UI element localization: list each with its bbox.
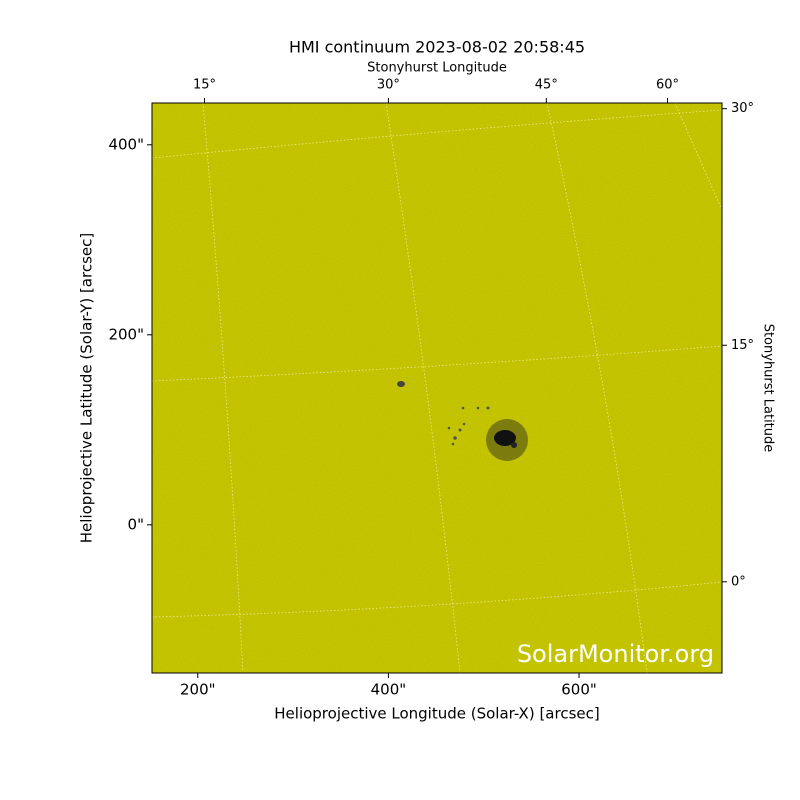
grid-line: [674, 103, 722, 211]
sunspot-umbra: [511, 442, 517, 448]
x-tick-label: 600": [561, 681, 597, 699]
x-axis-label: Helioprojective Longitude (Solar-X) [arc…: [274, 705, 599, 723]
x2-tick-label: 15°: [193, 78, 216, 93]
y2-tick-label: 15°: [731, 338, 754, 353]
y2-tick-label: 0°: [731, 574, 746, 589]
x2-tick-label: 45°: [535, 78, 558, 93]
y2-axis-label: Stonyhurst Latitude: [761, 324, 776, 453]
x2-tick-label: 60°: [656, 78, 679, 93]
plot-frame: [151, 102, 723, 674]
x2-tick-label: 30°: [377, 78, 400, 93]
grid-line: [546, 103, 648, 673]
pore: [397, 381, 405, 387]
sunspot-umbra: [494, 430, 516, 446]
x2-axis-label: Stonyhurst Longitude: [367, 61, 507, 76]
pores: [447, 406, 490, 446]
y-tick-label: 400": [108, 135, 144, 153]
watermark: SolarMonitor.org: [517, 640, 714, 668]
chart-title: HMI continuum 2023-08-02 20:58:45: [289, 38, 585, 57]
solar-image: [152, 103, 722, 673]
image-texture: [152, 103, 722, 673]
grid-line: [152, 109, 722, 159]
y-axis-label: Helioprojective Latitude (Solar-Y) [arcs…: [78, 233, 96, 543]
y2-tick-label: 30°: [731, 101, 754, 116]
y-tick-label: 200": [108, 325, 144, 343]
x-tick-label: 400": [371, 681, 407, 699]
y-tick-label: 0": [128, 515, 144, 533]
x-tick-label: 200": [180, 681, 216, 699]
